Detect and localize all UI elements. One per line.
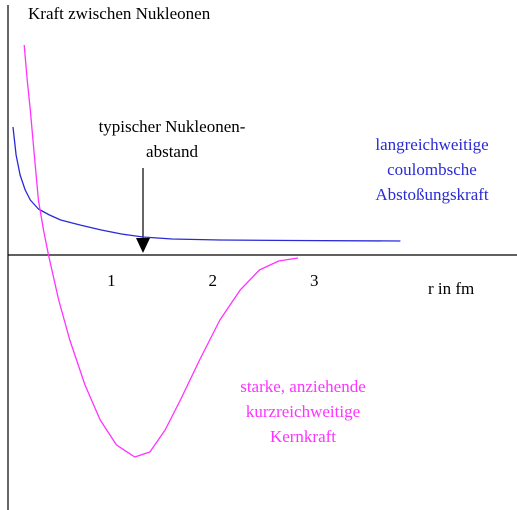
annotation: coulombsche [387,160,477,179]
arrow-head [136,238,150,253]
x-tick-label: 3 [310,271,319,290]
x-tick-label: 1 [107,271,116,290]
annotation: langreichweitige [375,135,488,154]
annotation: abstand [146,142,198,161]
annotation: Abstoßungskraft [375,185,489,204]
annotation: starke, anziehende [240,377,366,396]
annotation: Kernkraft [270,427,336,446]
series-line [12,126,401,242]
x-tick-label: 2 [209,271,218,290]
chart-title: Kraft zwischen Nukleonen [28,4,211,23]
annotation: kurzreichweitige [246,402,360,421]
series-line [23,44,299,458]
annotation: typischer Nukleonen- [99,117,246,136]
x-axis-label: r in fm [428,279,474,298]
